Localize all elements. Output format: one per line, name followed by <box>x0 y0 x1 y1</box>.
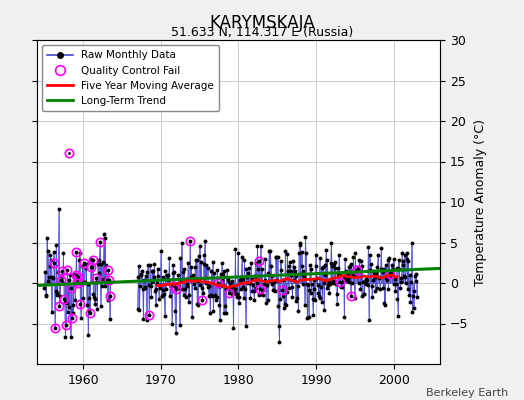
Text: Berkeley Earth: Berkeley Earth <box>426 388 508 398</box>
Text: KARYMSKAJA: KARYMSKAJA <box>209 14 315 32</box>
Legend: Raw Monthly Data, Quality Control Fail, Five Year Moving Average, Long-Term Tren: Raw Monthly Data, Quality Control Fail, … <box>42 45 220 111</box>
Text: 51.633 N, 114.317 E (Russia): 51.633 N, 114.317 E (Russia) <box>171 26 353 39</box>
Y-axis label: Temperature Anomaly (°C): Temperature Anomaly (°C) <box>474 118 487 286</box>
